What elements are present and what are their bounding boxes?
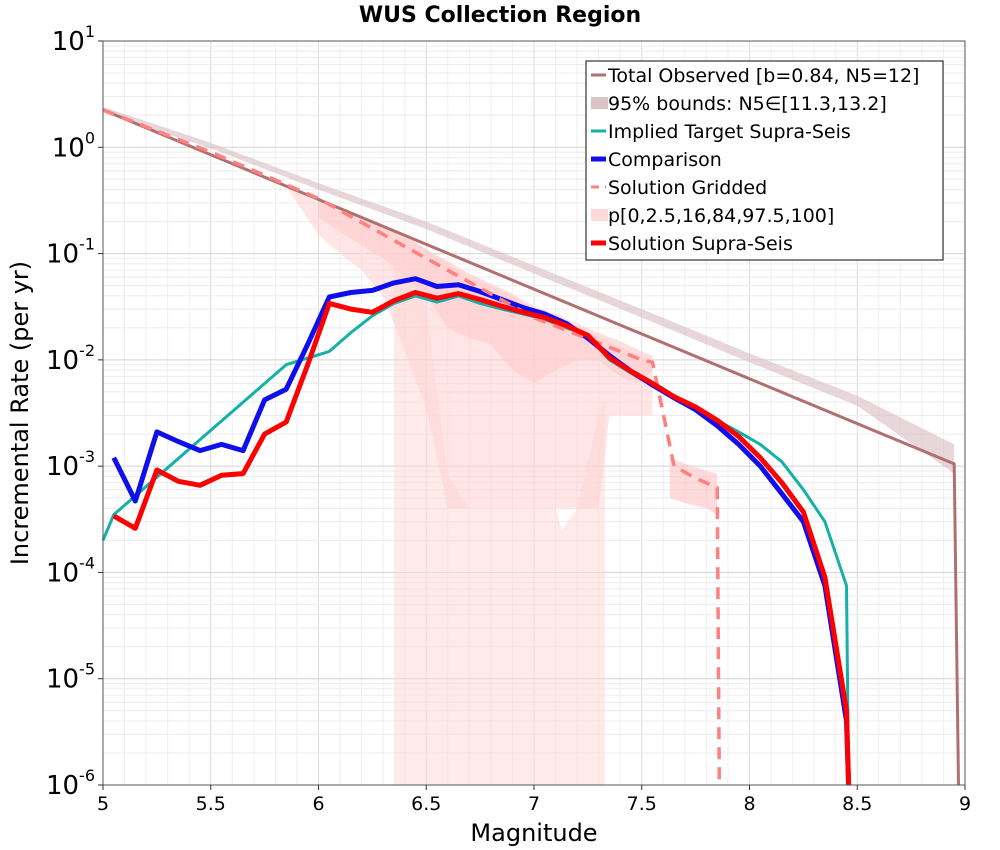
x-tick-label: 6 [312,793,324,815]
y-tick-exponent: -5 [79,660,95,679]
series-line [102,108,960,786]
y-tick-base: 10 [52,27,85,57]
y-tick-label: 100 [52,128,95,163]
y-tick-exponent: -6 [79,766,95,785]
y-tick-label: 10-4 [46,553,95,588]
x-axis-label: Magnitude [470,819,597,847]
x-tick-label: 9 [959,793,971,815]
x-tick-label: 8 [743,793,755,815]
y-tick-label: 10-3 [46,447,95,482]
band-area [393,253,606,786]
y-tick-label: 10-5 [46,660,95,695]
y-tick-label: 10-2 [46,341,95,376]
legend-swatch [591,209,608,221]
legend-box [585,60,944,261]
y-tick-base: 10 [46,558,79,588]
x-axis-ticks: 5 5.5 6 6.5 7 7.5 8 8.5 9 [97,785,971,815]
legend-label: 95% bounds: N5∈[11.3,13.2] [608,93,887,115]
series-line [102,108,722,786]
y-tick-exponent: 0 [85,128,95,147]
series-line [112,290,852,786]
x-tick-label: 8.5 [842,793,872,815]
legend-label: p[0,2.5,16,84,97.5,100] [608,205,834,227]
x-tick-label: 7 [528,793,540,815]
band-area [286,186,653,509]
y-tick-exponent: 1 [85,22,95,41]
y-tick-exponent: -4 [79,553,95,572]
legend: Total Observed [b=0.84, N5=12] 95% bounds… [585,60,944,261]
y-tick-label: 10-6 [46,766,95,801]
legend-swatch [591,97,608,109]
legend-label: Implied Target Supra-Seis [608,121,851,143]
y-tick-label: 10-1 [46,235,95,270]
chart-title: WUS Collection Region [359,3,641,28]
y-tick-base: 10 [46,665,79,695]
x-tick-label: 5 [97,793,109,815]
y-tick-exponent: -1 [79,235,95,254]
x-tick-label: 6.5 [411,793,441,815]
legend-label: Comparison [608,149,722,171]
y-axis-label: Incremental Rate (per yr) [6,261,34,565]
y-tick-base: 10 [46,346,79,376]
y-tick-base: 10 [46,240,79,270]
legend-label: Solution Supra-Seis [608,233,793,255]
y-tick-base: 10 [52,133,85,163]
x-tick-label: 5.5 [196,793,226,815]
x-tick-label: 7.5 [627,793,657,815]
y-tick-base: 10 [46,452,79,482]
y-tick-label: 101 [52,22,95,57]
legend-label: Total Observed [b=0.84, N5=12] [607,65,919,87]
y-tick-exponent: -2 [79,341,95,360]
series-lines [101,108,960,786]
legend-label: Solution Gridded [608,177,767,199]
y-tick-base: 10 [46,771,79,801]
y-tick-exponent: -3 [79,447,95,466]
